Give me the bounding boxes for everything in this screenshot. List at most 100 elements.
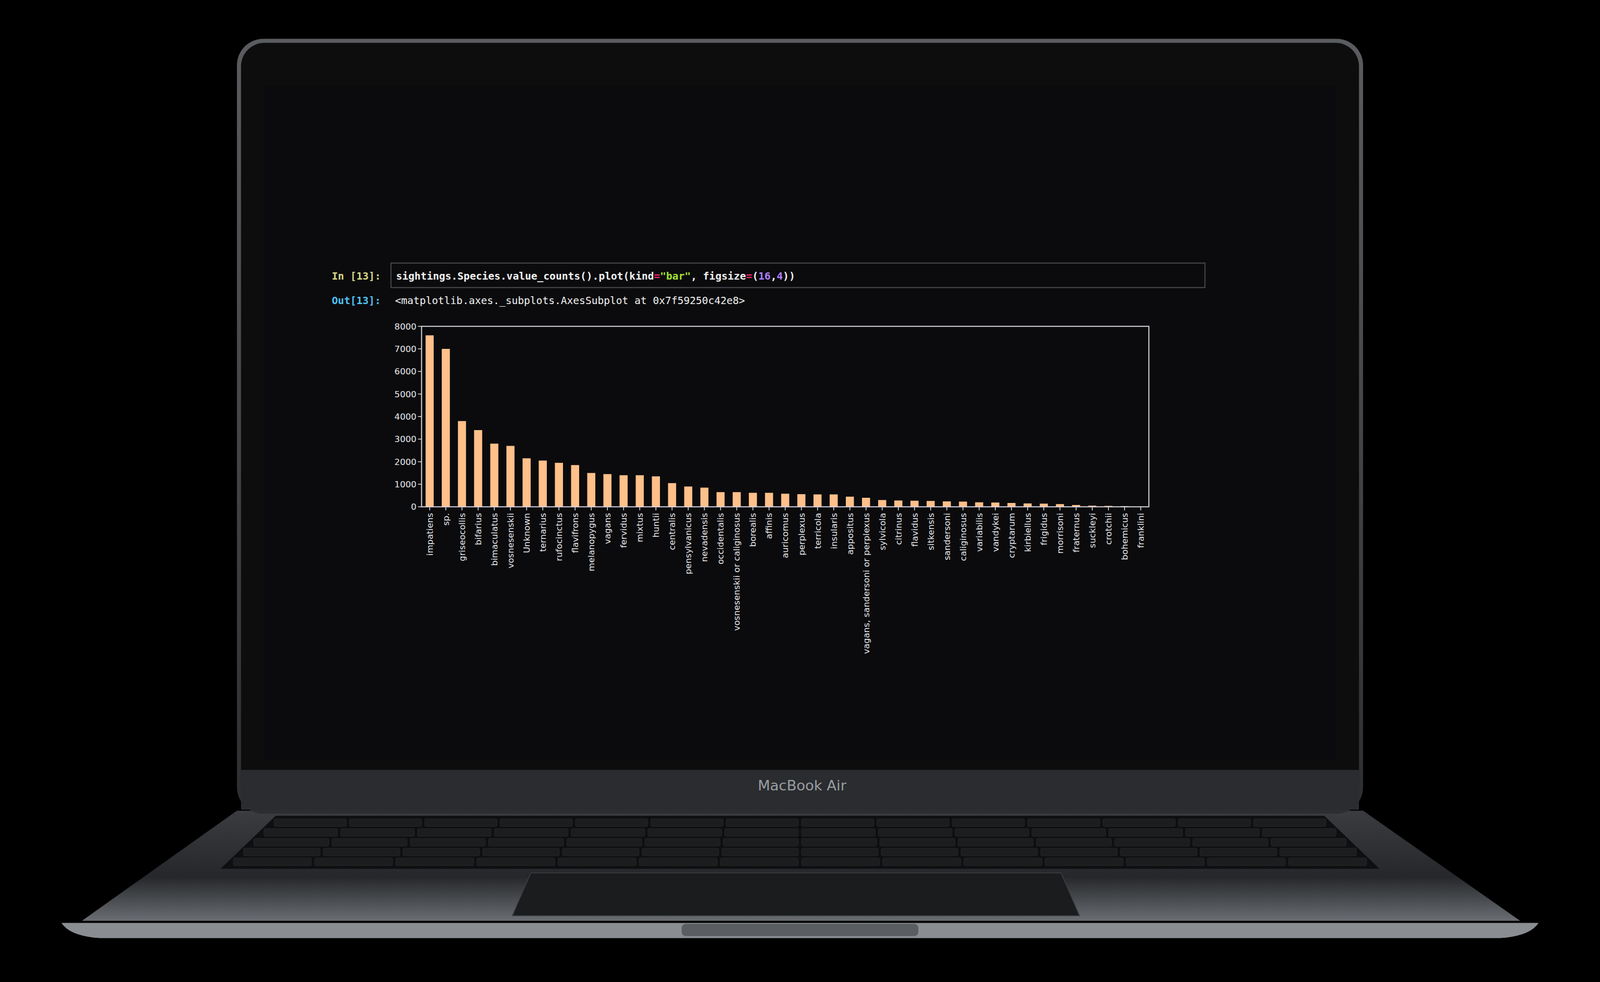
bar <box>716 492 725 507</box>
key <box>482 848 560 857</box>
bar <box>958 501 968 507</box>
bar <box>603 474 612 508</box>
x-tick <box>477 506 479 511</box>
code-token: ( <box>752 270 759 283</box>
key <box>557 858 636 867</box>
x-tick-label: bohemicus <box>1119 513 1130 561</box>
output-prompt: Out[13]: <box>331 294 381 307</box>
x-tick-label: sitkensis <box>926 513 936 551</box>
lid <box>236 38 1364 814</box>
bar <box>975 502 984 508</box>
x-tick-label: kirbiellus <box>1022 513 1033 553</box>
x-tick-label: frigidus <box>1039 513 1049 546</box>
device-label: MacBook Air <box>757 777 847 794</box>
x-tick-label: huntii <box>651 513 661 538</box>
bezel <box>241 42 1359 810</box>
bar <box>684 486 693 507</box>
trackpad <box>512 872 1080 916</box>
x-tick <box>784 506 786 511</box>
key <box>642 848 719 857</box>
x-tick <box>768 506 770 511</box>
key <box>801 819 874 828</box>
x-tick <box>526 506 528 511</box>
x-tick-label: insularis <box>829 513 840 549</box>
x-tick-label: centralis <box>667 513 678 550</box>
x-tick-label: rufocinctus <box>554 513 565 562</box>
x-tick <box>429 506 431 511</box>
x-tick-label: sandersoni <box>942 513 953 561</box>
x-tick <box>639 506 641 511</box>
key <box>957 838 1033 847</box>
x-tick <box>606 506 608 511</box>
input-cell <box>391 263 1206 288</box>
x-tick <box>1075 506 1077 511</box>
x-tick-label: vosnesenskii or caliginosus <box>731 513 742 631</box>
key <box>395 858 474 867</box>
bar <box>538 460 547 508</box>
key <box>879 838 955 847</box>
x-tick-label: borealis <box>747 513 758 548</box>
key <box>801 858 880 867</box>
x-tick <box>801 506 803 511</box>
code-token: , figsize <box>690 270 746 283</box>
x-tick-label: fervidus <box>618 513 629 548</box>
bar <box>619 475 629 508</box>
code-token: = <box>654 270 661 283</box>
x-tick-label: nevadensis <box>699 513 710 562</box>
x-tick <box>623 506 625 511</box>
bar <box>732 492 742 507</box>
bar <box>457 421 467 508</box>
x-tick-label: vagans, sandersoni or perplexus <box>861 513 872 655</box>
x-tick-label: cryptarum <box>1006 513 1017 559</box>
x-tick <box>720 506 722 511</box>
bar <box>797 494 806 507</box>
x-tick <box>833 506 835 511</box>
x-tick-label: vandykei <box>990 513 1001 553</box>
key <box>575 819 648 828</box>
bar <box>490 443 499 507</box>
y-tick <box>418 483 422 485</box>
x-tick-label: suckleyi <box>1087 513 1098 548</box>
code-token: "bar" <box>659 270 691 283</box>
bar <box>926 501 935 507</box>
x-tick <box>881 506 883 511</box>
bar <box>781 493 790 507</box>
x-tick <box>817 506 819 511</box>
x-tick <box>1123 506 1125 511</box>
key <box>724 828 799 837</box>
y-tick-label: 4000 <box>394 411 417 422</box>
y-tick-label: 7000 <box>394 344 417 355</box>
bar <box>813 494 822 508</box>
key <box>331 838 407 847</box>
bar <box>910 501 919 508</box>
x-tick-label: pensylvanicus <box>683 513 694 575</box>
x-tick-label: ternarius <box>538 513 548 553</box>
x-tick <box>865 506 867 511</box>
key <box>264 828 339 837</box>
x-tick-label: vagans <box>602 513 613 545</box>
x-tick-label: variabilis <box>974 513 985 553</box>
input-prompt: In [13]: <box>331 270 381 283</box>
bar <box>829 494 839 508</box>
x-tick-label: caliginosus <box>958 513 969 561</box>
x-tick-label: bifarius <box>473 513 484 546</box>
bars <box>425 335 1145 507</box>
bar <box>668 483 677 507</box>
key <box>340 828 415 837</box>
bar <box>570 465 580 507</box>
key <box>1027 819 1100 828</box>
key <box>1192 838 1268 847</box>
y-tick-label: 0 <box>410 502 417 512</box>
y-tick-label: 6000 <box>394 366 417 377</box>
bar <box>748 492 758 507</box>
x-tick <box>1140 506 1142 511</box>
key <box>1253 819 1327 828</box>
key <box>566 838 642 847</box>
x-tick <box>704 506 706 511</box>
y-tick <box>418 506 422 508</box>
key <box>801 848 879 857</box>
x-tick <box>1059 506 1061 511</box>
bar <box>861 497 871 507</box>
key <box>878 828 953 837</box>
x-tick-label: morrisoni <box>1055 513 1066 554</box>
